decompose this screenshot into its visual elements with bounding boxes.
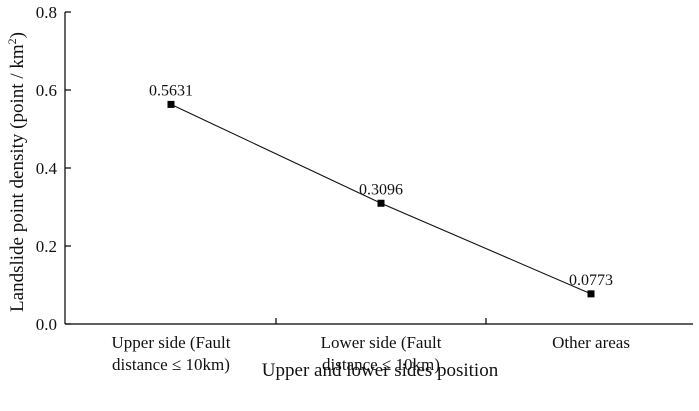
y-axis-title-main: Landslide point density (point / km — [7, 44, 28, 312]
data-point-marker — [167, 100, 175, 108]
x-category-label-line: Upper side (Fault — [112, 333, 231, 352]
x-category-label-line: distance ≤ 10km) — [112, 355, 230, 374]
y-tick-label: 0.8 — [36, 3, 57, 22]
y-axis-title-close: ) — [7, 32, 28, 38]
x-category-label-line: Lower side (Fault — [321, 333, 442, 352]
data-point-marker — [377, 199, 385, 207]
y-axis-title: Landslide point density (point / km2) — [5, 32, 28, 312]
x-axis-title: Upper and lower sides position — [262, 360, 499, 381]
x-category-label: Upper side (Fault distance ≤ 10km) — [112, 333, 231, 374]
y-tick-label: 0.6 — [36, 81, 57, 100]
data-value-label: 0.0773 — [569, 272, 613, 289]
x-category-label-line: Other areas — [552, 333, 630, 352]
y-tick-label: 0.0 — [36, 315, 57, 334]
data-point-marker — [587, 290, 595, 298]
x-category-label: Other areas — [552, 333, 630, 352]
x-category-label-line: distance ≤ 10km) — [322, 355, 440, 374]
ticks-group: 0.0 0.2 0.4 0.6 0.8 Upper side (Fault distance… — [36, 3, 630, 374]
y-tick-label: 0.2 — [36, 237, 57, 256]
labels-group: 0.5631 0.3096 0.0773 — [149, 82, 613, 288]
y-axis-title-superscript: 2 — [5, 38, 19, 44]
series-group — [167, 100, 595, 298]
series-line — [170, 103, 592, 295]
x-category-label: Lower side (Fault distance ≤ 10km) — [321, 333, 442, 374]
data-value-label: 0.3096 — [359, 181, 403, 198]
y-tick-label: 0.4 — [36, 159, 58, 178]
data-value-label: 0.5631 — [149, 82, 193, 99]
